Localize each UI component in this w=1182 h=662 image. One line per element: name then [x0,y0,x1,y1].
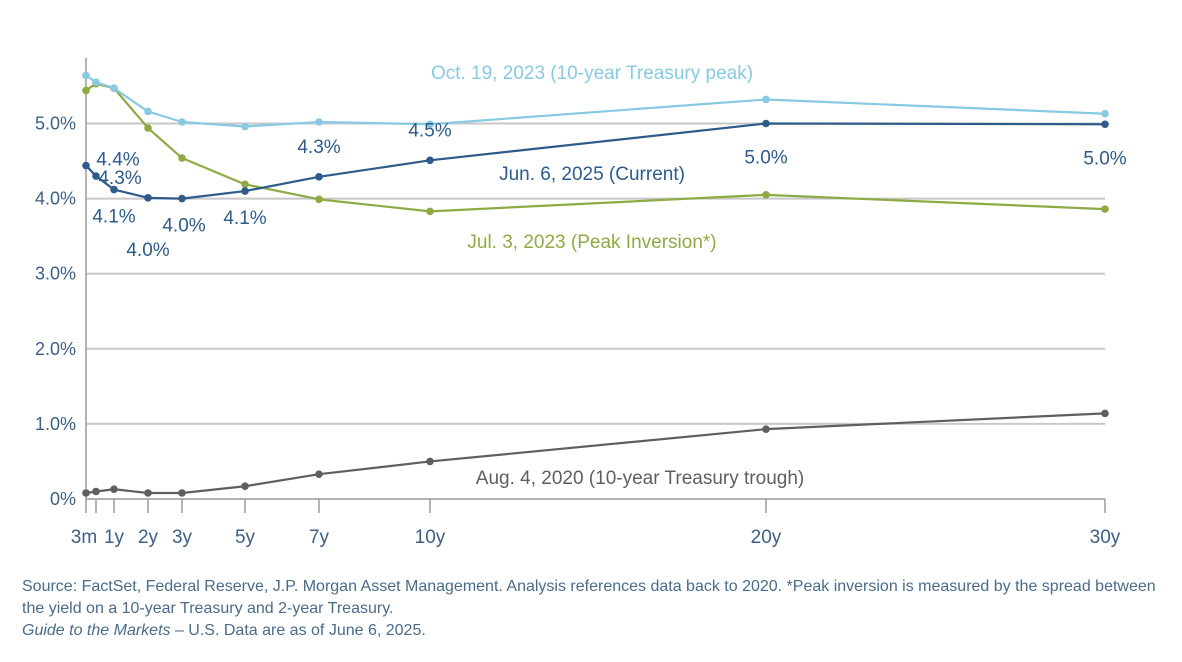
data-point-jul2023 [82,86,90,95]
data-point-aug2020 [178,489,186,497]
data-point-jun2025 [426,156,434,165]
series-line-aug2020 [85,412,1106,495]
series-line-jun2025 [85,122,1106,200]
data-point-jul2023 [178,154,186,162]
data-point-oct2023 [762,95,770,104]
x-tick-label: 1y [104,527,125,548]
x-tick-label: 3y [172,527,193,548]
yield-curve-chart: 0% 1.0% 2.0% 3.0% 4.0% 5.0% 3m 1y 2y 3y 5y 7y 10y 20y… [35,58,1127,548]
data-point-jun2025 [144,194,152,202]
series-label-jun2025: Jun. 6, 2025 (Current) [499,164,685,185]
data-point-aug2020 [144,489,152,497]
data-point-aug2020 [762,425,770,433]
data-point-oct2023 [178,118,186,126]
data-point-jun2025 [82,161,90,170]
x-tick-label: 30y [1090,527,1121,548]
y-tick-label: 3.0% [35,264,76,284]
chart-footer: Source: FactSet, Federal Reserve, J.P. M… [22,576,1162,642]
data-label: 5.0% [1083,148,1126,169]
data-point-oct2023 [144,107,152,116]
source-note: Source: FactSet, Federal Reserve, J.P. M… [22,578,1156,617]
data-point-jul2023 [762,191,770,199]
data-point-oct2023 [426,120,434,129]
data-label: 4.1% [92,207,135,228]
data-point-jul2023 [1101,205,1109,213]
guide-note: Guide to the Markets – U.S. Data are as … [22,620,1162,642]
series-label-jul2023: Jul. 3, 2023 (Peak Inversion*) [467,232,716,253]
series-line-oct2023 [85,74,1106,128]
data-point-jul2023 [241,180,249,189]
data-point-oct2023 [315,118,323,126]
data-point-jun2025 [110,185,118,194]
data-label: 4.0% [126,240,169,261]
data-point-aug2020 [92,487,100,496]
data-label: 5.0% [744,148,787,169]
y-tick-label: 1.0% [35,414,76,434]
y-tick-label: 5.0% [35,114,76,134]
data-point-jun2025 [178,194,186,203]
data-point-aug2020 [426,457,434,466]
data-point-jul2023 [315,195,323,204]
guide-title: Guide to the Markets [22,622,171,639]
data-label: 4.0% [162,216,205,237]
data-point-oct2023 [110,84,118,93]
guide-date: – U.S. Data are as of June 6, 2025. [170,622,426,639]
data-label: 4.3% [297,137,340,158]
x-tick-label: 3m [71,527,97,548]
data-point-jun2025 [1101,120,1109,129]
data-point-aug2020 [315,470,323,479]
data-point-oct2023 [92,78,100,86]
x-tick-label: 2y [138,527,159,548]
data-point-oct2023 [1101,109,1109,118]
data-point-jul2023 [426,207,434,216]
data-point-oct2023 [241,122,249,131]
data-point-aug2020 [82,489,90,497]
x-tick-label: 7y [309,527,330,548]
data-point-aug2020 [1101,409,1109,418]
data-label: 4.4% [96,150,139,171]
data-point-oct2023 [82,71,90,80]
y-tick-label: 4.0% [35,189,76,209]
data-point-aug2020 [241,482,249,491]
series-label-oct2023: Oct. 19, 2023 (10-year Treasury peak) [431,63,753,84]
data-point-jul2023 [144,124,152,132]
series-label-aug2020: Aug. 4, 2020 (10-year Treasury trough) [476,468,804,489]
x-tick-label: 20y [751,527,782,548]
data-point-aug2020 [110,485,118,494]
y-tick-label: 2.0% [35,339,76,359]
x-tick-label: 10y [415,527,446,548]
data-point-jun2025 [241,187,249,195]
data-point-jun2025 [762,119,770,128]
x-tick-label: 5y [235,527,256,548]
data-point-jun2025 [315,173,323,181]
y-tick-label: 0% [50,489,76,509]
data-label: 4.3% [98,168,141,189]
data-label: 4.5% [408,120,451,141]
data-point-jun2025 [92,172,100,180]
data-label: 4.1% [223,208,266,229]
